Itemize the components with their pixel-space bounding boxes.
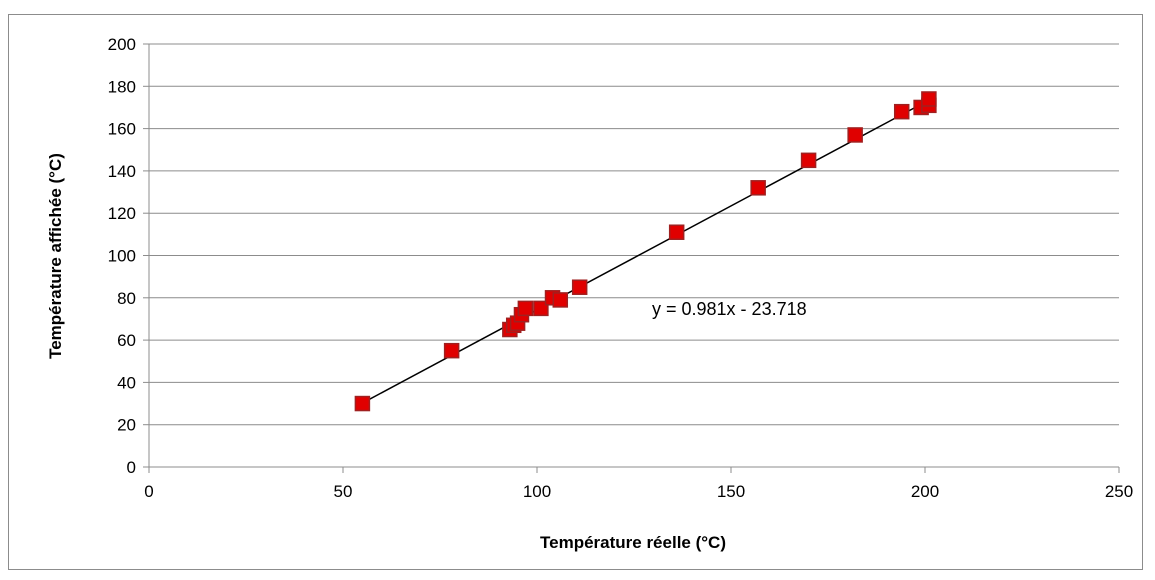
data-point [921, 91, 937, 107]
data-point [533, 300, 549, 317]
axes [143, 43, 1120, 473]
y-tick-label-120: 120 [108, 204, 136, 223]
y-tick-label-160: 160 [108, 120, 136, 139]
y-tick-label-40: 40 [117, 373, 136, 392]
data-points [354, 91, 937, 412]
data-point [750, 180, 766, 196]
data-point [893, 103, 910, 120]
y-axis-title: Température affichée (°C) [46, 153, 65, 359]
data-point [571, 279, 588, 295]
y-tick-label-80: 80 [117, 289, 136, 308]
data-point [517, 300, 534, 317]
data-point [800, 152, 817, 169]
data-point [668, 224, 685, 240]
x-tick-label-200: 200 [911, 482, 939, 501]
trendline-equation: y = 0.981x - 23.718 [652, 299, 807, 319]
data-point [443, 342, 460, 359]
data-point [354, 395, 371, 412]
y-tick-label-60: 60 [117, 331, 136, 350]
y-tick-label-0: 0 [127, 458, 136, 477]
tick-labels: 0 20 40 60 80 100 120 140 160 180 200 0 50 100 150 200 2… [108, 35, 1134, 501]
gridlines [149, 43, 1119, 426]
data-point [847, 127, 863, 143]
data-point [552, 292, 569, 308]
x-tick-label-250: 250 [1105, 482, 1133, 501]
x-tick-label-150: 150 [717, 482, 745, 501]
x-tick-label-50: 50 [334, 482, 353, 501]
y-tick-label-140: 140 [108, 162, 136, 181]
y-tick-label-100: 100 [108, 247, 136, 266]
y-tick-label-20: 20 [117, 416, 136, 435]
x-axis-title: Température réelle (°C) [540, 533, 726, 552]
y-tick-label-200: 200 [108, 35, 136, 54]
y-tick-label-180: 180 [108, 77, 136, 96]
x-tick-label-100: 100 [523, 482, 551, 501]
x-tick-label-0: 0 [144, 482, 153, 501]
